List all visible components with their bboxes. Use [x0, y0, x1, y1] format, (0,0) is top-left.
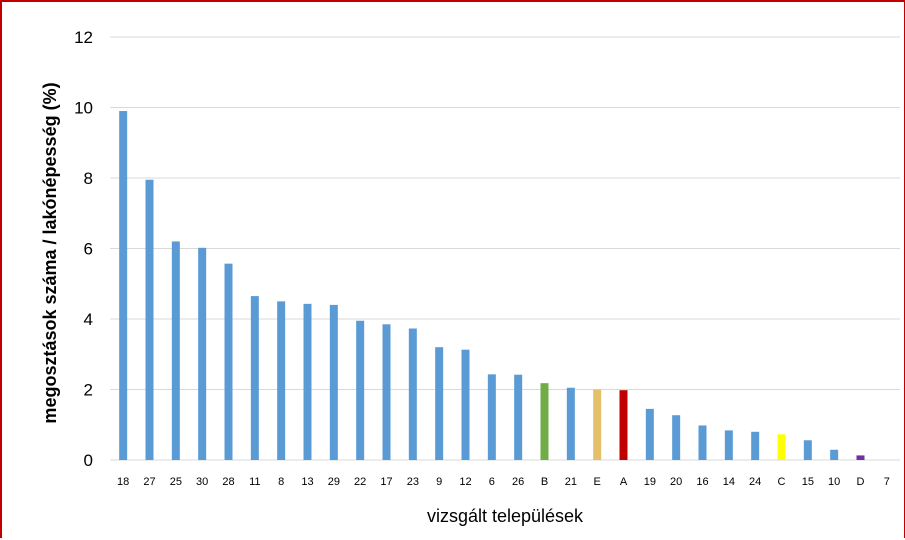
x-tick-label: D	[857, 476, 865, 488]
bar-14	[724, 430, 733, 460]
bar-A	[619, 390, 628, 460]
x-tick-label: 17	[380, 476, 392, 488]
gridlines	[110, 36, 900, 461]
x-tick-label: 22	[354, 476, 366, 488]
bar-29	[329, 304, 338, 460]
x-tick-label: 30	[196, 476, 208, 488]
x-tick-label: 7	[884, 476, 890, 488]
x-tick-label: 8	[278, 476, 284, 488]
bar-D	[856, 455, 865, 460]
x-tick-label: E	[593, 476, 600, 488]
x-axis-title: vizsgált települések	[427, 506, 584, 526]
bar-B	[540, 383, 549, 460]
bar-16	[698, 425, 707, 460]
x-tick-label: 11	[249, 476, 260, 488]
x-tick-label: 28	[222, 476, 234, 488]
x-tick-label: 20	[670, 476, 682, 488]
x-tick-label: 23	[407, 476, 419, 488]
bar-17	[382, 324, 391, 460]
x-tick-label: 24	[749, 476, 761, 488]
bar-E	[593, 389, 602, 460]
bar-18	[119, 111, 128, 461]
x-tick-label: 10	[828, 476, 840, 488]
x-tick-label: 25	[170, 476, 182, 488]
x-tick-label: 12	[459, 476, 471, 488]
x-tick-label: 26	[512, 476, 524, 488]
bar-30	[198, 247, 207, 460]
bars	[119, 111, 865, 461]
bar-10	[830, 449, 839, 460]
x-tick-label: 21	[565, 476, 577, 488]
x-tick-label: 27	[143, 476, 155, 488]
bar-11	[250, 296, 259, 460]
bar-6	[487, 374, 496, 460]
bar-27	[145, 179, 154, 460]
y-tick-label: 10	[74, 99, 93, 118]
bar-8	[277, 301, 286, 460]
y-tick-label: 8	[84, 169, 93, 188]
x-tick-label: 9	[436, 476, 442, 488]
x-tick-label: 14	[723, 476, 735, 488]
x-tick-label: 15	[802, 476, 814, 488]
y-axis-ticks: 0 2 4 6 8 10 12	[74, 28, 93, 470]
y-tick-label: 12	[74, 28, 93, 47]
x-tick-label: 6	[489, 476, 495, 488]
bar-26	[514, 374, 523, 460]
x-tick-label: 13	[301, 476, 313, 488]
y-tick-label: 4	[84, 310, 93, 329]
bar-12	[461, 349, 470, 460]
y-tick-label: 2	[84, 381, 93, 400]
y-axis-title: megosztások száma / lakónépesség (%)	[40, 82, 60, 423]
bar-21	[566, 387, 575, 460]
x-tick-label: C	[778, 476, 786, 488]
x-tick-label: B	[541, 476, 548, 488]
bar-19	[645, 408, 654, 460]
bar-13	[303, 303, 312, 460]
bar-24	[751, 431, 760, 460]
x-tick-label: 16	[696, 476, 708, 488]
bar-23	[408, 328, 417, 460]
x-tick-label: 29	[328, 476, 340, 488]
x-tick-label: 18	[117, 476, 129, 488]
x-tick-label: 19	[644, 476, 656, 488]
bar-9	[435, 347, 444, 460]
bar-C	[777, 434, 786, 460]
bar-22	[356, 320, 365, 460]
bar-28	[224, 263, 233, 460]
bar-20	[672, 415, 681, 460]
y-tick-label: 6	[84, 240, 93, 259]
x-tick-label: A	[620, 476, 628, 488]
bar-15	[803, 440, 812, 460]
bar-25	[171, 241, 180, 460]
x-axis-ticks: 18 27 25 30 28 11 8 13 29 22 17 23 9 12 6 26 B 21 E A 19 20 16…	[117, 476, 890, 488]
y-tick-label: 0	[84, 451, 93, 470]
